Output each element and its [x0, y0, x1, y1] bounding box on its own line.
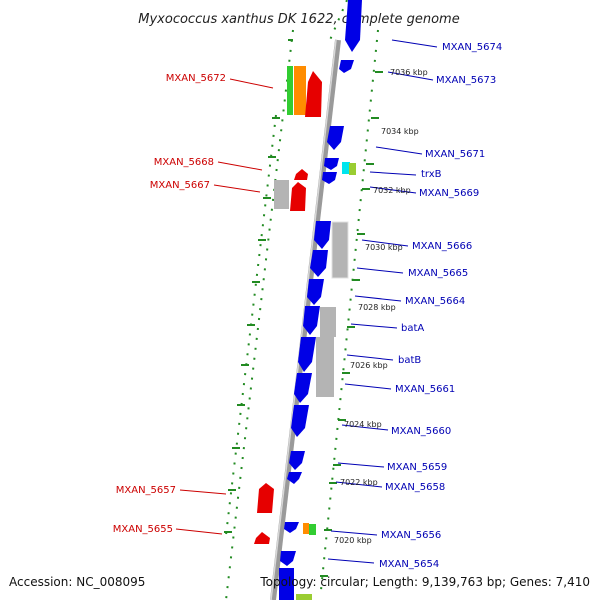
gene-MXAN_5672-d [305, 71, 322, 117]
gene-bottom-green [296, 594, 312, 600]
gene-label-right: MXAN_5673 [436, 75, 496, 86]
gene-label-right: MXAN_5664 [405, 296, 465, 307]
gray-block-2 [320, 307, 336, 337]
gene-label-right: batB [398, 355, 421, 366]
gene-MXAN_5668 [294, 169, 308, 180]
gene-label-right: MXAN_5661 [395, 384, 455, 395]
gene-MXAN_5658 [287, 472, 302, 484]
map-title: Myxococcus xanthus DK 1622, complete gen… [138, 12, 459, 27]
gene-bottom-blue [279, 568, 294, 600]
right-gene-labels: MXAN_5674 MXAN_5673 MXAN_5671 trxB MXAN_… [379, 42, 502, 570]
gene-label-left: MXAN_5657 [116, 485, 176, 496]
gene-MXAN_5659 [289, 451, 305, 470]
reverse-genes [254, 66, 322, 544]
gray-block-3 [316, 337, 334, 397]
top-guide [329, 0, 348, 41]
left-gene-labels: MXAN_5672 MXAN_5668 MXAN_5667 MXAN_5657 … [113, 73, 226, 535]
kbp-label: 7024 kbp [344, 420, 382, 429]
gene-trxB-a [342, 162, 350, 174]
gene-MXAN_5672-a [287, 66, 293, 115]
forward-genes [279, 0, 362, 600]
gene-MXAN_5664 [307, 279, 324, 305]
kbp-label: 7036 kbp [390, 68, 428, 77]
kbp-label: 7028 kbp [358, 303, 396, 312]
kbp-label: 7030 kbp [365, 243, 403, 252]
gene-MXAN_5660 [291, 405, 309, 437]
gene-MXAN_5661 [294, 373, 312, 403]
gene-batB [298, 337, 316, 372]
gene-label-left: MXAN_5672 [166, 73, 226, 84]
gene-label-right: MXAN_5674 [442, 42, 502, 53]
gene-label-right: MXAN_5654 [379, 559, 439, 570]
kbp-label: 7026 kbp [350, 361, 388, 370]
gray-block-1 [331, 221, 349, 279]
gene-MXAN_5674 [345, 0, 362, 52]
gray-blocks [274, 180, 349, 397]
kbp-label: 7020 kbp [334, 536, 372, 545]
scale-ticks [224, 39, 383, 577]
gray-block-4 [274, 180, 289, 209]
gene-label-right: MXAN_5656 [381, 530, 441, 541]
kbp-label: 7032 kbp [373, 186, 411, 195]
gene-label-left: MXAN_5668 [154, 157, 214, 168]
gene-label-right: batA [401, 323, 424, 334]
gene-label-right: MXAN_5660 [391, 426, 451, 437]
gene-MXAN_5672-b [294, 66, 300, 115]
gene-label-right: MXAN_5669 [419, 188, 479, 199]
left-leaders [175, 78, 274, 535]
gene-label-right: MXAN_5665 [408, 268, 468, 279]
gene-MXAN_5656-a [284, 522, 299, 533]
gene-MXAN_5657 [257, 483, 274, 513]
gene-MXAN_5671 [327, 126, 344, 150]
right-leaders [327, 39, 438, 564]
accession-text: Accession: NC_008095 [9, 575, 145, 589]
gene-label-right: MXAN_5659 [387, 462, 447, 473]
gene-trxB-b [349, 163, 356, 175]
gene-label-right: MXAN_5658 [385, 482, 445, 493]
gene-label-right: trxB [421, 169, 442, 180]
gene-label-left: MXAN_5667 [150, 180, 210, 191]
right-guide [320, 29, 379, 591]
gene-MXAN_5654 [280, 551, 296, 566]
gene-MXAN_5672-c [300, 66, 306, 115]
gene-MXAN_5673 [339, 60, 354, 73]
gene-MXAN_5655 [254, 532, 270, 544]
gene-MXAN_5656-b [303, 523, 309, 534]
gene-MXAN_5665 [310, 250, 328, 277]
gene-MXAN_5656-c [309, 524, 316, 535]
kbp-label: 7034 kbp [381, 127, 419, 136]
gene-batA [303, 306, 320, 335]
gene-MXAN_5666 [314, 221, 331, 249]
kbp-label: 7022 kbp [340, 478, 378, 487]
gene-label-right: MXAN_5666 [412, 241, 472, 252]
gene-label-left: MXAN_5655 [113, 524, 173, 535]
gene-label-right: MXAN_5671 [425, 149, 485, 160]
gene-MXAN_5667 [290, 182, 306, 211]
kbp-labels: 7036 kbp 7034 kbp 7032 kbp 7030 kbp 7028… [334, 68, 428, 545]
gene-small-2 [322, 172, 337, 184]
gene-small-1 [324, 158, 339, 170]
topology-summary: Topology: circular; Length: 9,139,763 bp… [259, 575, 590, 589]
